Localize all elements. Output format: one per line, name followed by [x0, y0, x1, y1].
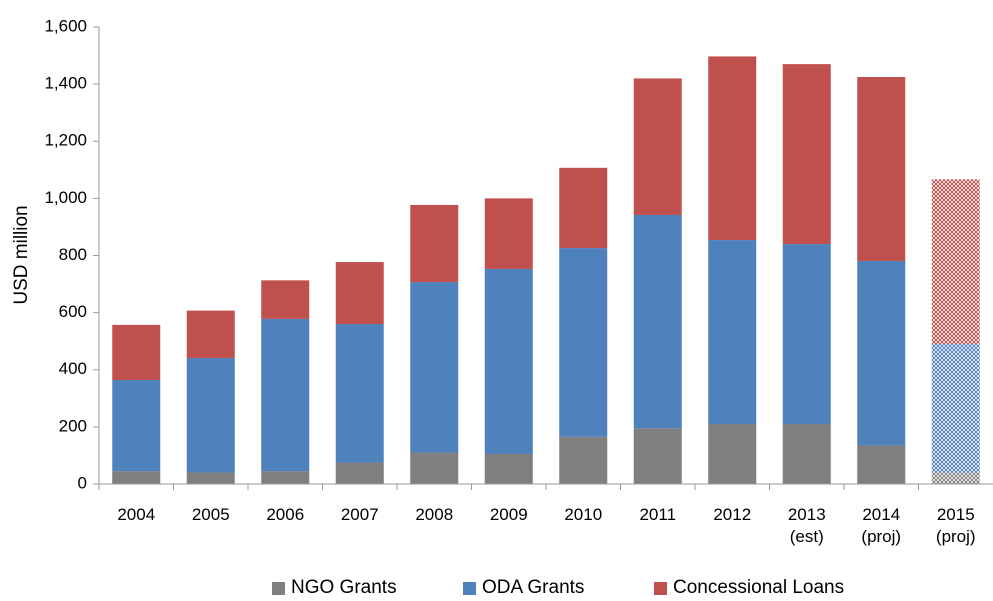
x-tick-label: 2011 — [639, 505, 677, 524]
bar-segment — [782, 64, 831, 245]
bar-segment — [335, 262, 384, 325]
bar-segment — [186, 358, 235, 473]
bar-segment — [410, 452, 459, 484]
bar-segment — [484, 198, 533, 269]
y-tick-label: 1,200 — [44, 131, 87, 150]
bar-segment — [633, 428, 682, 484]
bar-segment — [708, 240, 757, 425]
bar-segment — [261, 318, 310, 472]
legend-item: ODA Grants — [463, 577, 584, 599]
bar-segment — [112, 471, 161, 484]
bar-segment — [186, 310, 235, 359]
y-axis-label: USD million — [11, 205, 32, 304]
y-tick-label: 1,400 — [44, 74, 87, 93]
y-tick-label: 200 — [59, 416, 87, 435]
y-tick-label: 800 — [59, 245, 87, 264]
x-tick-label: 2009 — [489, 505, 528, 524]
bar-segment — [186, 472, 235, 484]
bar-segment — [782, 244, 831, 425]
bar-segment — [261, 471, 310, 484]
legend-item: Concessional Loans — [654, 577, 844, 599]
bar-segment — [410, 282, 459, 453]
bar-segment — [708, 424, 757, 484]
bar-segment — [633, 214, 682, 429]
legend-swatch — [654, 581, 667, 595]
bar-segment — [633, 78, 682, 215]
x-tick-label: 2008 — [415, 505, 454, 524]
bar-segment — [708, 56, 757, 241]
bar-segment — [857, 445, 906, 484]
bar-segment — [335, 324, 384, 463]
y-tick-label: 600 — [59, 302, 87, 321]
y-tick-label: 0 — [78, 473, 87, 492]
x-tick-label: 2012 — [713, 505, 752, 524]
bar-segment — [559, 167, 608, 249]
bar-segment — [335, 462, 384, 484]
bar-segment — [559, 436, 608, 484]
bar-segment — [782, 424, 831, 484]
bar-segment — [857, 260, 906, 446]
x-tick-label: 2014 (proj) — [861, 505, 902, 546]
bar-segment — [857, 76, 906, 261]
bar-segment — [112, 324, 161, 381]
x-tick-label: 2004 — [117, 505, 156, 524]
x-tick-label: 2006 — [266, 505, 305, 524]
bar-segment — [931, 344, 980, 473]
legend-label: NGO Grants — [291, 577, 397, 598]
x-tick-label: 2005 — [191, 505, 230, 524]
x-tick-label: 2007 — [340, 505, 379, 524]
y-tick-label: 400 — [59, 359, 87, 378]
legend-label: ODA Grants — [482, 577, 585, 598]
x-tick-label: 2015 (proj) — [935, 505, 976, 546]
legend-item: NGO Grants — [272, 577, 397, 599]
legend-label: Concessional Loans — [673, 577, 845, 598]
bar-segment — [931, 179, 980, 345]
x-tick-label: 2013 (est) — [787, 505, 826, 546]
bar-segment — [559, 248, 608, 437]
y-tick-label: 1,000 — [44, 188, 87, 207]
bar-segment — [484, 268, 533, 455]
bar-segment — [410, 204, 459, 283]
x-tick-label: 2010 — [564, 505, 603, 524]
y-tick-label: 1,600 — [44, 16, 87, 35]
bar-segment — [112, 380, 161, 472]
bar-segment — [931, 472, 980, 484]
bar-segment — [261, 280, 310, 319]
legend-swatch — [272, 581, 285, 595]
bar-segment — [484, 454, 533, 484]
legend-swatch — [463, 581, 476, 595]
